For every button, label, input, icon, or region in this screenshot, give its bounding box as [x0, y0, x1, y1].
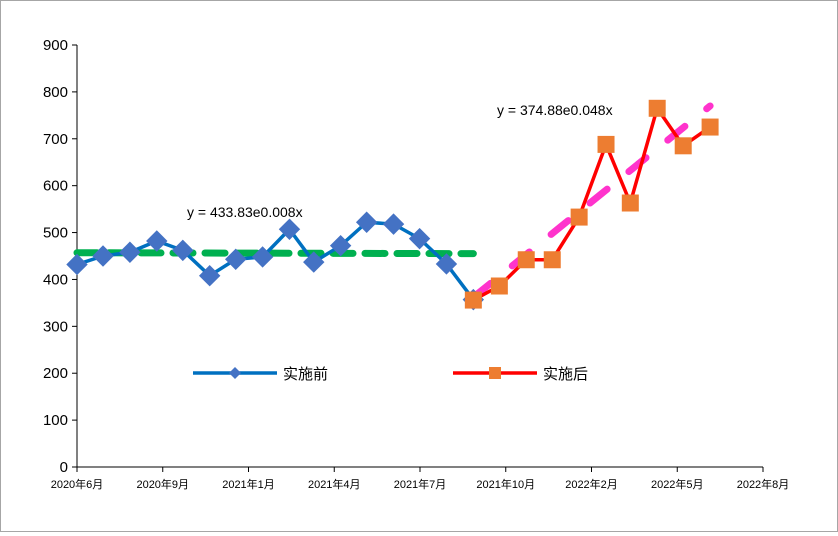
data-point-2-1: [464, 291, 482, 309]
data-point-2-9: [674, 137, 692, 155]
data-point-1-9: [278, 218, 301, 240]
y-tick-label: 100: [43, 412, 68, 429]
x-tick-label: 2022年5月: [651, 477, 704, 491]
x-tick-label: 2021年1月: [222, 477, 275, 491]
trendline-2: [469, 102, 714, 301]
x-tick-label: 2020年9月: [136, 477, 189, 491]
legend: 实施前 实施后: [193, 366, 588, 383]
y-tick-labels: 0 100 200 300 400 500 600 700 800 900: [43, 37, 68, 476]
y-tick-label: 200: [43, 365, 68, 382]
data-point-2-4: [543, 251, 561, 269]
data-point-2-5: [570, 208, 588, 226]
x-tick-label: 2022年8月: [737, 477, 790, 491]
trendlines: [73, 102, 714, 301]
y-tick-label: 500: [43, 225, 68, 242]
data-point-1-11: [329, 234, 352, 257]
data-point-1-4: [146, 230, 168, 252]
series-lines: [76, 106, 712, 302]
y-tick-label: 900: [43, 37, 68, 54]
y-tick-label: 400: [43, 271, 68, 288]
data-point-2-7: [621, 194, 639, 212]
data-point-1-15: [435, 253, 458, 275]
data-point-2-2: [490, 277, 508, 295]
data-point-2-10: [701, 118, 719, 136]
x-tick-label: 2021年7月: [394, 477, 447, 491]
data-point-1-1: [66, 253, 88, 276]
legend-label: 实施后: [543, 366, 588, 383]
legend-item-2: 实施后: [453, 366, 588, 383]
data-point-2-3: [517, 251, 535, 269]
y-tick-label: 700: [43, 131, 68, 148]
y-tick-label: 800: [43, 84, 68, 101]
trendline-equation-1: y = 433.83e0.008x: [187, 204, 303, 220]
legend-marker: [489, 367, 501, 379]
data-point-1-14: [408, 227, 431, 250]
legend-marker: [229, 367, 241, 379]
data-point-1-6: [198, 264, 221, 287]
data-point-1-8: [251, 246, 274, 268]
series-line-1: [76, 220, 475, 301]
data-point-1-7: [225, 248, 247, 270]
y-tick-label: 600: [43, 178, 68, 195]
x-tick-labels: 2020年6月 2020年9月 2021年1月 2021年4月 2021年7月 2021年…: [51, 477, 790, 491]
y-tick-label: 300: [43, 318, 68, 335]
trendline-equation-2: y = 374.88e0.048x: [497, 102, 613, 118]
x-tick-label: 2020年6月: [51, 477, 104, 491]
x-tick-label: 2021年4月: [308, 477, 361, 491]
trendline-equations: y = 433.83e0.008x y = 374.88e0.048x: [187, 102, 613, 220]
data-point-1-10: [303, 251, 325, 273]
data-point-2-6: [597, 135, 615, 153]
data-point-1-13: [382, 213, 405, 235]
legend-label: 实施前: [283, 366, 328, 383]
series-line-2: [472, 106, 712, 302]
x-tick-label: 2021年10月: [476, 477, 535, 491]
data-point-1-3: [119, 241, 141, 263]
series-markers: [66, 99, 719, 311]
y-tick-label: 0: [60, 459, 68, 476]
data-point-1-5: [172, 239, 194, 262]
trendline-1: [73, 249, 477, 258]
data-point-2-8: [648, 99, 666, 117]
data-point-1-2: [92, 245, 114, 267]
legend-item-1: 实施前: [193, 366, 328, 383]
x-tick-label: 2022年2月: [565, 477, 618, 491]
data-point-1-12: [355, 211, 378, 233]
